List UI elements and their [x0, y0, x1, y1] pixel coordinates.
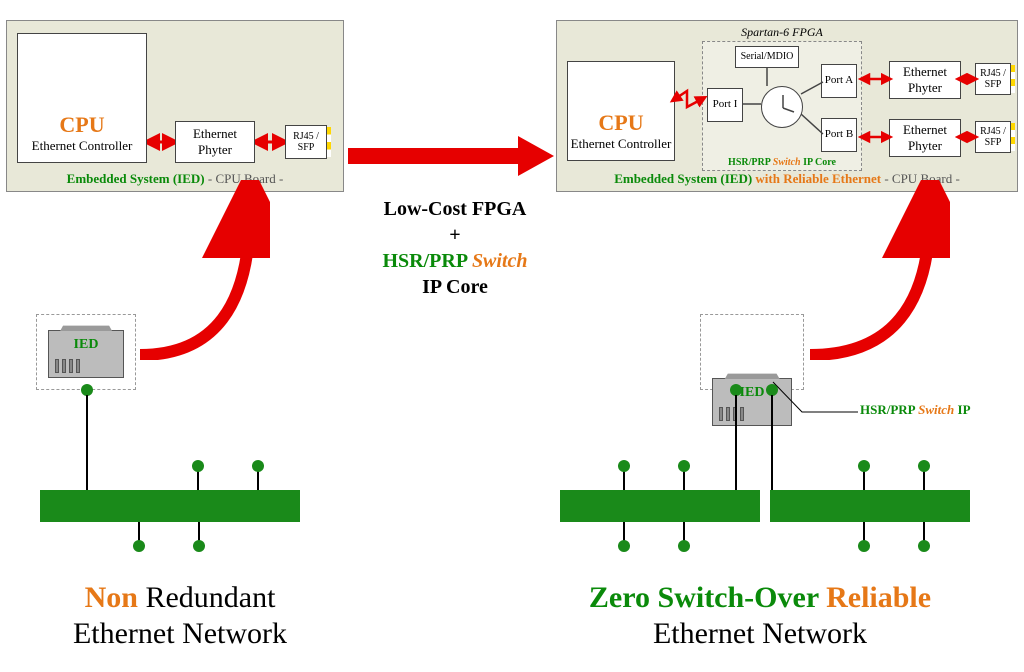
dot-rb3 — [858, 540, 870, 552]
callout-line — [772, 380, 862, 420]
arrow-phyter-rj45 — [255, 133, 285, 151]
vline-rb4 — [923, 522, 925, 542]
dot-lb1 — [133, 540, 145, 552]
rj45-b: RJ45 / SFP — [975, 121, 1011, 153]
rj45-left: RJ45 / SFP — [285, 125, 327, 159]
network-bar-right-a — [560, 490, 760, 522]
ied-left: IED — [48, 330, 124, 378]
vline-rb2 — [683, 522, 685, 542]
network-bar-left — [40, 490, 300, 522]
vline-r4 — [863, 470, 865, 490]
fpga-title: Spartan-6 FPGA — [702, 25, 862, 40]
eth-phyter-a: Ethernet Phyter — [889, 61, 961, 99]
curve-arrow-right — [800, 180, 950, 360]
dot-l3 — [252, 460, 264, 472]
bottom-right-title: Zero Switch-Over Reliable Ethernet Netwo… — [510, 580, 1010, 652]
curve-arrow-left — [130, 180, 270, 360]
dot-l2 — [192, 460, 204, 472]
cpu-box-left: CPU Ethernet Controller — [17, 33, 147, 163]
rj45-gold-left — [327, 127, 331, 157]
ip-core-label: HSR/PRP Switch IP Core — [703, 157, 861, 168]
eth-phyter-b: Ethernet Phyter — [889, 119, 961, 157]
clock-icon — [761, 86, 803, 128]
rj45-gold-a — [1011, 65, 1015, 93]
cpu-label-r: CPU — [598, 110, 643, 136]
dot-rb2 — [678, 540, 690, 552]
serial-mdio-box: Serial/MDIO — [735, 46, 799, 68]
cpu-label: CPU — [59, 112, 104, 138]
vline-r5 — [923, 470, 925, 490]
eth-phyter-left: Ethernet Phyter — [175, 121, 255, 163]
vline-rb3 — [863, 522, 865, 542]
vline-r3 — [683, 470, 685, 490]
rj45-gold-b — [1011, 123, 1015, 151]
eth-controller-label-r: Ethernet Controller — [571, 136, 672, 152]
callout-text: HSR/PRP Switch IP — [860, 402, 971, 418]
vline-lb1 — [138, 522, 140, 542]
vline-l1 — [86, 395, 88, 490]
left-cpu-panel: CPU Ethernet Controller Ethernet Phyter … — [6, 20, 344, 192]
vline-lb2 — [198, 522, 200, 542]
eth-controller-label: Ethernet Controller — [32, 138, 133, 154]
dot-r5 — [918, 460, 930, 472]
port-b-box: Port B — [821, 118, 857, 152]
dot-rb4 — [918, 540, 930, 552]
dot-lb2 — [193, 540, 205, 552]
center-text: Low-Cost FPGA + HSR/PRP Switch IP Core — [330, 196, 580, 300]
bottom-left-title: Non Redundant Ethernet Network — [40, 580, 320, 652]
vline-r-ied2 — [771, 395, 773, 490]
rj45-a: RJ45 / SFP — [975, 63, 1011, 95]
port-i-box: Port I — [707, 88, 743, 122]
dot-r3 — [678, 460, 690, 472]
fpga-box: Serial/MDIO Port I Port A Port B HSR/PRP… — [702, 41, 862, 171]
vline-l2 — [197, 470, 199, 490]
cpu-box-right: CPU Ethernet Controller — [567, 61, 675, 161]
dot-r2 — [618, 460, 630, 472]
main-arrow — [348, 134, 554, 178]
dot-rb1 — [618, 540, 630, 552]
arrow-cpu-phyter — [147, 133, 175, 151]
vline-r2 — [623, 470, 625, 490]
right-cpu-panel: CPU Ethernet Controller Spartan-6 FPGA S… — [556, 20, 1018, 192]
network-bar-right-b — [770, 490, 970, 522]
port-a-box: Port A — [821, 64, 857, 98]
vline-l3 — [257, 470, 259, 490]
dot-r4 — [858, 460, 870, 472]
vline-rb1 — [623, 522, 625, 542]
vline-r-ied1 — [735, 395, 737, 490]
